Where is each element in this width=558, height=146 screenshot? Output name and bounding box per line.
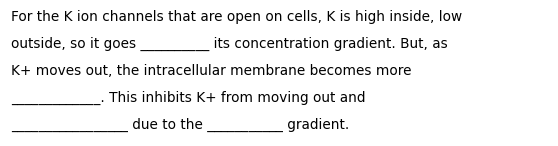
Text: _____________. This inhibits K+ from moving out and: _____________. This inhibits K+ from mov… <box>11 91 365 105</box>
Text: outside, so it goes __________ its concentration gradient. But, as: outside, so it goes __________ its conce… <box>11 37 448 51</box>
Text: For the K ion channels that are open on cells, K is high inside, low: For the K ion channels that are open on … <box>11 10 462 24</box>
Text: K+ moves out, the intracellular membrane becomes more: K+ moves out, the intracellular membrane… <box>11 64 412 78</box>
Text: _________________ due to the ___________ gradient.: _________________ due to the ___________… <box>11 118 349 132</box>
